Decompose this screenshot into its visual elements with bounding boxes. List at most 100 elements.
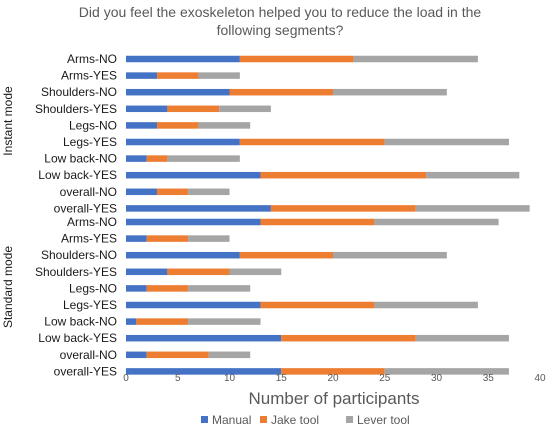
bar-segment-manual [126, 171, 261, 179]
category-label: Low back-YES [38, 168, 117, 182]
category-label: Legs-NO [69, 281, 117, 295]
bar-segment-lever-tool [188, 188, 230, 196]
x-tick-label: 15 [276, 373, 288, 384]
bar-segment-manual [126, 268, 168, 276]
bar-segment-jake-tool [239, 251, 333, 259]
legend: Manual Jake tool Lever tool [201, 413, 410, 427]
bar-segment-jake-tool [157, 122, 199, 129]
bar-segment-manual [126, 334, 282, 342]
bar-segment-jake-tool [136, 318, 189, 325]
bar-segment-jake-tool [146, 155, 168, 162]
x-tick-label: 25 [379, 373, 391, 384]
bar-segment-manual [126, 235, 147, 242]
bar-segment-lever-tool [219, 105, 271, 113]
legend-label: Manual [212, 413, 251, 427]
bar-segment-lever-tool [229, 268, 282, 276]
bar-segment-manual [126, 122, 158, 129]
legend-swatch [260, 416, 267, 423]
bar-segment-lever-tool [188, 235, 230, 242]
bar-segment-lever-tool [198, 122, 251, 129]
legend-swatch [346, 416, 353, 423]
bar-segment-lever-tool [426, 171, 520, 179]
bar-segment-lever-tool [198, 72, 240, 79]
bar-segment-jake-tool [157, 188, 189, 196]
bar-segment-jake-tool [157, 72, 199, 79]
bar-segment-manual [126, 318, 137, 325]
legend-label: Jake tool [271, 413, 319, 427]
bar-segment-jake-tool [146, 235, 189, 242]
bar-segment-lever-tool [333, 88, 447, 96]
x-tick-label: 35 [483, 373, 495, 384]
chart-title-line-2: following segments? [217, 22, 344, 38]
bar-segment-jake-tool [146, 285, 189, 292]
bar-segment-jake-tool [260, 171, 427, 179]
bar-segment-lever-tool [333, 251, 447, 259]
bar-segment-lever-tool [167, 155, 240, 162]
x-tick-label: 0 [123, 373, 129, 384]
category-labels: Arms-NO Arms-YES Shoulders-NO Shoulders-YES… [35, 52, 117, 378]
bar-segment-manual [126, 105, 168, 113]
bar-segment-lever-tool [374, 301, 478, 309]
bar-segment-manual [126, 351, 147, 359]
category-label: Arms-YES [61, 69, 117, 83]
bar-segment-manual [126, 301, 261, 309]
bar-segment-jake-tool [167, 268, 230, 276]
bar-segment-manual [126, 205, 271, 212]
x-tick-label: 20 [327, 373, 339, 384]
category-label: overall-NO [60, 185, 117, 199]
legend-label: Lever tool [357, 413, 410, 427]
bar-segment-manual [126, 138, 240, 146]
category-label: overall-YES [54, 201, 117, 215]
bar-segment-lever-tool [415, 334, 509, 342]
bar-segment-manual [126, 218, 261, 226]
bar-segment-lever-tool [374, 218, 499, 226]
bar-segment-lever-tool [415, 205, 530, 212]
category-label: Arms-NO [67, 52, 117, 66]
bar-segment-jake-tool [260, 301, 375, 309]
category-label: Arms-NO [67, 215, 117, 229]
category-label: Legs-YES [63, 135, 117, 149]
bar-segment-lever-tool [353, 55, 478, 63]
category-label: Shoulders-YES [35, 102, 117, 116]
bar-segment-jake-tool [146, 351, 209, 359]
x-axis-ticks: 0 5 10 15 20 25 30 35 40 [123, 373, 546, 384]
x-tick-label: 10 [224, 373, 236, 384]
category-label: Shoulders-NO [41, 85, 117, 99]
bar-segment-lever-tool [208, 351, 251, 359]
category-label: overall-NO [60, 348, 117, 362]
bar-segment-jake-tool [167, 105, 220, 113]
bar-segment-manual [126, 155, 147, 162]
x-axis-title: Number of participants [248, 389, 419, 408]
bar-segment-lever-tool [384, 138, 509, 146]
category-label: Arms-YES [61, 232, 117, 246]
bar-segment-manual [126, 188, 158, 196]
bar-segment-manual [126, 368, 282, 375]
bar-segment-jake-tool [260, 218, 375, 226]
group-label-instant-mode: Instant mode [1, 86, 15, 156]
bar-segment-jake-tool [239, 55, 354, 63]
legend-swatch [201, 416, 208, 423]
category-label: overall-YES [54, 364, 117, 378]
category-label: Legs-YES [63, 298, 117, 312]
x-tick-label: 5 [175, 373, 181, 384]
x-tick-label: 30 [431, 373, 443, 384]
chart-title-line-1: Did you feel the exoskeleton helped you … [79, 4, 482, 20]
category-label: Shoulders-YES [35, 265, 117, 279]
bars-layer [126, 55, 530, 375]
bar-segment-lever-tool [188, 318, 261, 325]
category-label: Low back-YES [38, 331, 117, 345]
bar-segment-jake-tool [239, 138, 385, 146]
bar-segment-jake-tool [281, 368, 385, 375]
x-tick-label: 40 [534, 373, 546, 384]
category-label: Low back-NO [44, 152, 117, 166]
category-label: Legs-NO [69, 118, 117, 132]
bar-segment-jake-tool [229, 88, 333, 96]
bar-segment-lever-tool [188, 285, 251, 292]
bar-segment-manual [126, 285, 147, 292]
bar-segment-manual [126, 72, 158, 79]
bar-segment-manual [126, 55, 240, 63]
bar-segment-manual [126, 88, 230, 96]
group-label-standard-mode: Standard mode [1, 246, 15, 328]
bar-segment-jake-tool [270, 205, 416, 212]
